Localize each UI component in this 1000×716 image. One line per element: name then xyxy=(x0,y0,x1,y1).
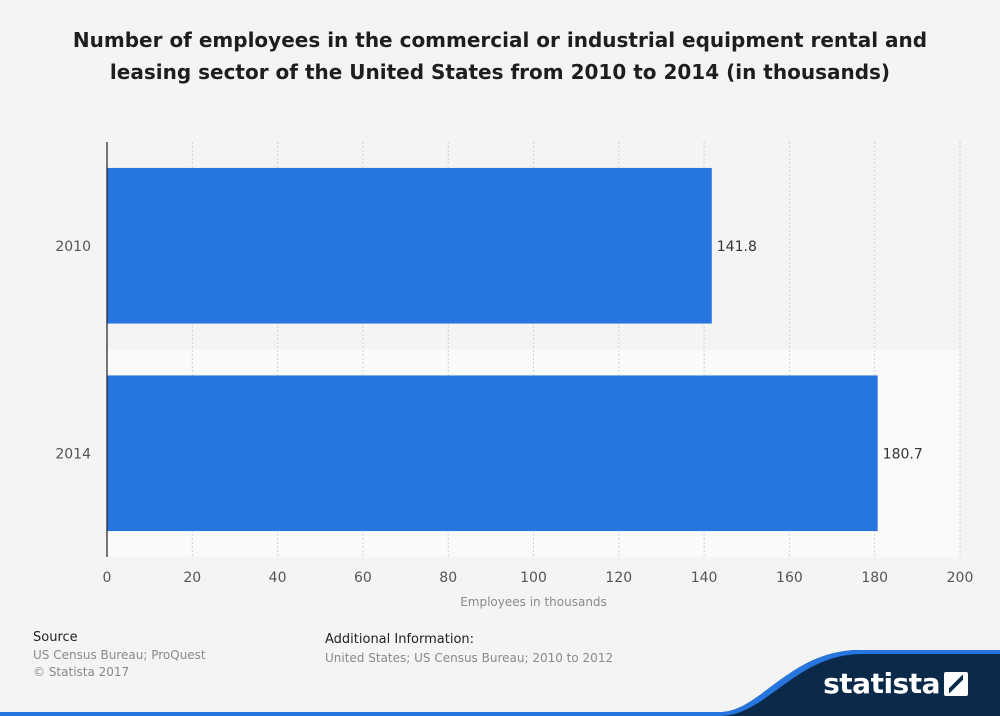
x-tick-label: 140 xyxy=(691,570,718,586)
data-label-2014: 180.7 xyxy=(883,446,923,462)
data-label-2010: 141.8 xyxy=(717,239,757,255)
x-tick-label: 180 xyxy=(861,570,888,586)
x-tick-label: 0 xyxy=(103,570,112,586)
x-tick-label: 160 xyxy=(776,570,803,586)
source-line-2: © Statista 2017 xyxy=(33,665,130,679)
x-tick-label: 120 xyxy=(605,570,632,586)
x-tick-label: 80 xyxy=(439,570,457,586)
category-label-2014: 2014 xyxy=(55,446,91,462)
x-tick-label: 20 xyxy=(183,570,201,586)
statista-logo-icon[interactable] xyxy=(944,672,968,696)
footer-swoosh xyxy=(0,650,1000,716)
x-tick-label: 40 xyxy=(269,570,287,586)
category-label-2010: 2010 xyxy=(55,239,91,255)
source-line-1: US Census Bureau; ProQuest xyxy=(33,648,206,662)
x-tick-label: 100 xyxy=(520,570,547,586)
x-axis-title: Employees in thousands xyxy=(460,595,607,609)
chart-title: Number of employees in the commercial or… xyxy=(72,28,928,84)
x-tick-label: 60 xyxy=(354,570,372,586)
source-heading: Source xyxy=(33,630,78,645)
bar-2014 xyxy=(107,375,878,532)
bar-chart: 141.8 2010 180.7 2014 0 20 40 60 80 100 120 140 160 1… xyxy=(55,142,974,609)
additional-info-text: United States; US Census Bureau; 2010 to… xyxy=(325,651,614,665)
x-tick-label: 200 xyxy=(947,570,974,586)
statista-brand-name[interactable]: statista xyxy=(823,667,940,700)
additional-info-heading: Additional Information: xyxy=(325,632,475,647)
bar-2010 xyxy=(107,167,712,324)
